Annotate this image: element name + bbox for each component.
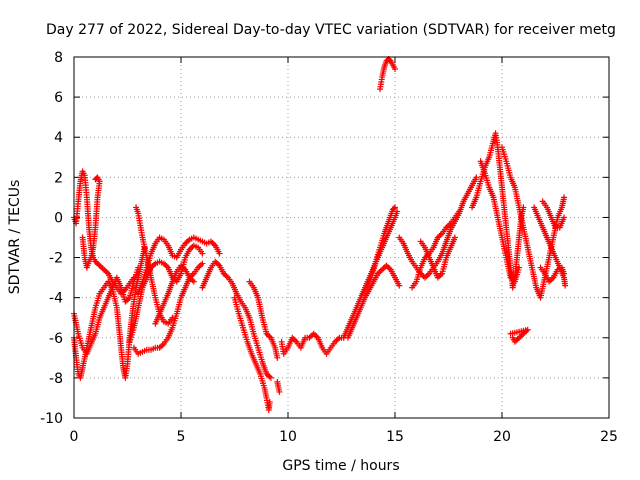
- data-point: [276, 388, 283, 395]
- y-tick-label: 0: [54, 210, 63, 226]
- axis-ticks: [73, 56, 610, 419]
- series-points: [71, 56, 569, 413]
- data-point: [392, 204, 398, 211]
- chart-title: Day 277 of 2022, Sidereal Day-to-day VTE…: [46, 22, 616, 38]
- data-point: [266, 398, 273, 405]
- x-axis-title: GPS time / hours: [282, 458, 399, 474]
- x-tick-label: 0: [70, 429, 79, 445]
- data-point: [92, 176, 99, 183]
- data-point: [386, 57, 393, 64]
- plot-frame: [73, 56, 610, 419]
- data-point: [199, 260, 206, 267]
- data-point: [561, 270, 568, 277]
- data-point: [562, 282, 569, 289]
- data-point: [507, 330, 514, 337]
- x-tick-label: 5: [177, 429, 186, 445]
- data-point: [190, 278, 197, 285]
- data-point: [451, 234, 458, 241]
- x-tick-label: 20: [493, 429, 511, 445]
- y-tick-labels: -10 -8 -6 -4 -2 0 2 4 6 8: [40, 50, 63, 427]
- grid-lines: [74, 57, 609, 418]
- x-tick-label: 15: [386, 429, 404, 445]
- y-tick-label: 8: [54, 50, 63, 66]
- data-point: [169, 314, 176, 321]
- data-point: [456, 208, 463, 215]
- x-tick-labels: 0 5 10 15 20 25: [70, 429, 618, 445]
- y-tick-label: 6: [54, 90, 63, 106]
- y-tick-label: 2: [54, 170, 63, 186]
- x-tick-label: 10: [279, 429, 297, 445]
- data-point: [396, 282, 403, 289]
- y-tick-label: 4: [54, 130, 63, 146]
- y-tick-label: -8: [49, 371, 63, 387]
- y-tick-label: -4: [49, 291, 63, 307]
- data-point: [199, 250, 206, 257]
- data-point: [93, 175, 100, 182]
- data-point: [561, 214, 568, 221]
- data-point: [561, 194, 568, 201]
- y-tick-label: -10: [40, 411, 63, 427]
- data-point: [267, 374, 274, 381]
- data-point: [473, 174, 480, 181]
- data-point: [274, 354, 281, 361]
- x-tick-label: 25: [600, 429, 618, 445]
- y-tick-label: -2: [49, 251, 63, 267]
- y-axis-title: SDTVAR / TECUs: [7, 180, 23, 295]
- data-point: [216, 250, 223, 257]
- y-tick-label: -6: [49, 331, 63, 347]
- data-point: [392, 66, 398, 73]
- data-point: [516, 264, 523, 271]
- data-point: [390, 205, 397, 212]
